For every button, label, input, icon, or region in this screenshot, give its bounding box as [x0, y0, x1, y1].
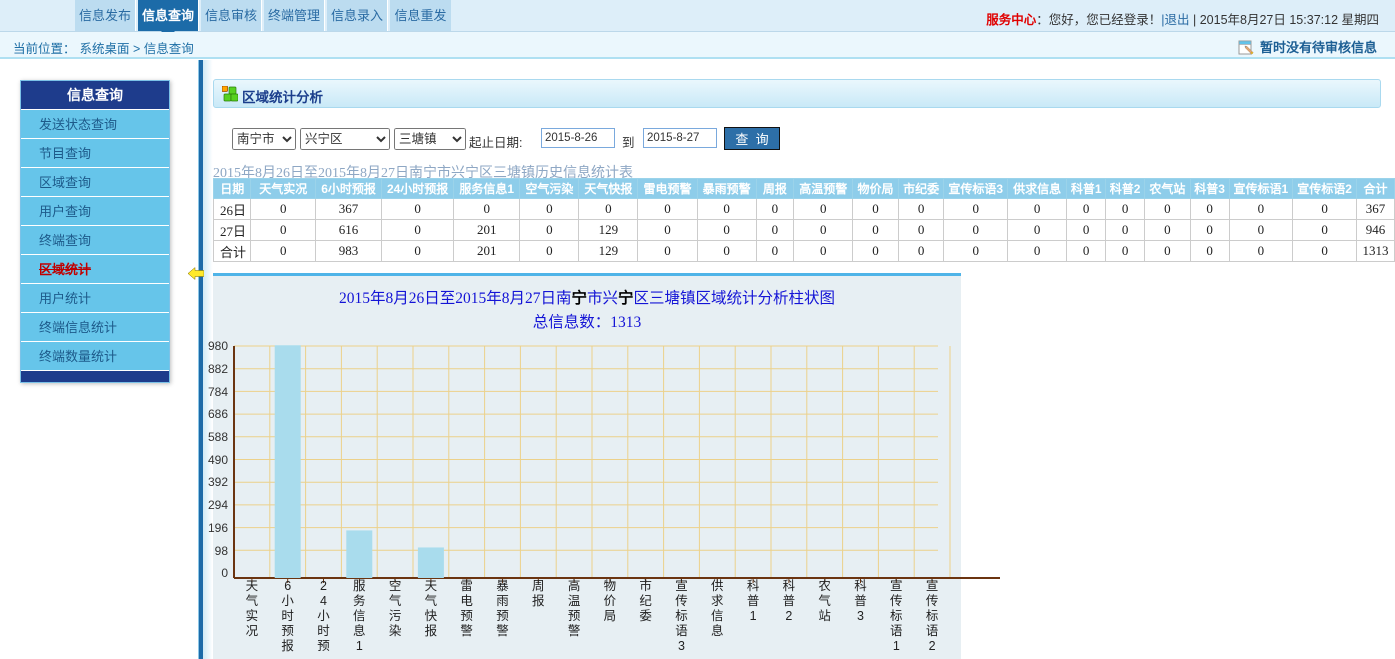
svg-text:882: 882 — [208, 362, 228, 376]
svg-text:0: 0 — [221, 566, 228, 580]
svg-text:294: 294 — [208, 498, 228, 512]
svg-text:98: 98 — [215, 544, 229, 558]
svg-text:588: 588 — [208, 430, 228, 444]
svg-text:490: 490 — [208, 453, 228, 467]
svg-text:980: 980 — [208, 339, 228, 353]
svg-text:196: 196 — [208, 521, 228, 535]
svg-text:686: 686 — [208, 407, 228, 421]
svg-text:784: 784 — [208, 385, 228, 399]
svg-text:392: 392 — [208, 475, 228, 489]
